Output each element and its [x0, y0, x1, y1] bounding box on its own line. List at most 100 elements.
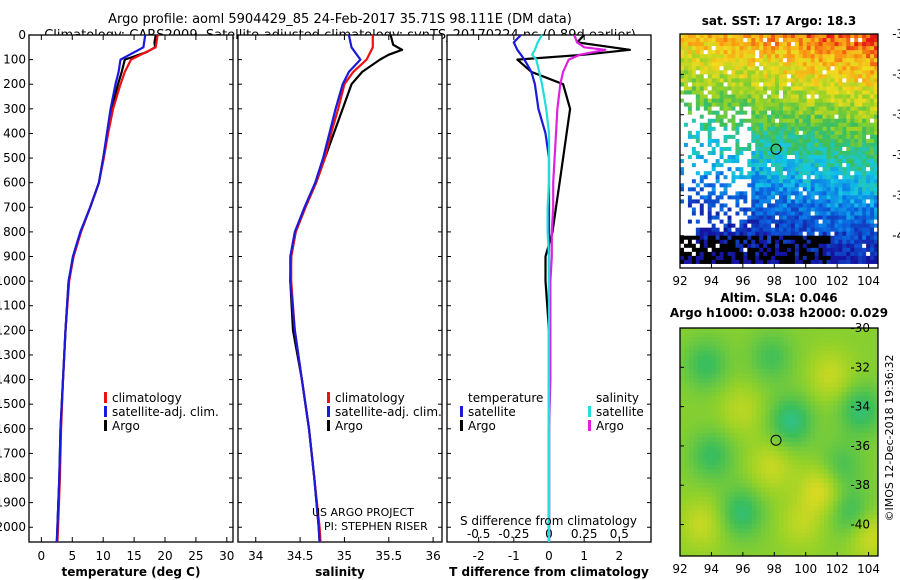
sst-cell [854, 239, 859, 245]
sst-cell [818, 163, 823, 168]
sla-cell [711, 359, 717, 365]
sla-cell [752, 505, 757, 511]
sla-cell [693, 410, 699, 416]
sst-cell [818, 159, 823, 164]
sst-cell [711, 199, 717, 204]
sst-cell [699, 58, 705, 63]
sla-cell [765, 455, 771, 461]
sst-cell [723, 34, 728, 39]
sst-cell [703, 155, 709, 160]
sla-cell [756, 410, 762, 416]
sst-cell [870, 167, 875, 172]
sst-cell [763, 98, 768, 103]
sla-cell [752, 328, 757, 333]
sla-cell [693, 346, 699, 352]
sst-cell [687, 82, 693, 87]
sst-cell [751, 195, 756, 200]
sst-cell [850, 110, 855, 116]
sla-cell [774, 337, 780, 343]
sla-cell [693, 437, 699, 443]
sla-cell [720, 400, 726, 406]
sst-cell [691, 195, 697, 200]
sst-cell [782, 247, 788, 253]
sst-cell [691, 247, 697, 253]
sla-cell [689, 505, 694, 511]
sst-cell [838, 263, 843, 269]
sst-cell [802, 114, 808, 120]
sst-cell [727, 138, 732, 144]
sst-cell [739, 106, 744, 112]
sla-cell [765, 373, 771, 379]
sst-cell [806, 167, 812, 172]
sst-cell [810, 62, 816, 67]
y-tick-label: 600 [3, 176, 26, 190]
sst-cell [735, 94, 740, 99]
sst-cell [735, 235, 740, 241]
sla-cell [716, 483, 721, 488]
sst-cell [802, 203, 808, 208]
sla-cell [855, 337, 861, 343]
sst-cell [830, 122, 835, 128]
sla-cell [815, 432, 820, 438]
sla-cell [855, 359, 861, 365]
sla-cell [873, 332, 879, 338]
sst-cell [707, 130, 713, 136]
sla-cell [810, 510, 816, 516]
sla-cell [711, 328, 717, 333]
sla-cell [756, 487, 762, 493]
sst-cell [680, 231, 685, 237]
sst-cell [743, 38, 748, 43]
sst-cell [854, 54, 859, 59]
sla-cell [774, 423, 780, 429]
sla-cell [765, 464, 771, 470]
sst-cell [683, 114, 689, 120]
sst-cell [838, 171, 843, 176]
sst-cell [755, 235, 760, 241]
sla-cell [819, 387, 825, 393]
sst-cell [866, 183, 871, 188]
sst-cell [822, 199, 827, 204]
sla-cell [779, 332, 784, 338]
sst-cell [786, 251, 792, 257]
sla-cell [869, 451, 874, 457]
sst-cell [830, 199, 835, 204]
sst-cell [854, 251, 859, 257]
sla-cell [783, 501, 789, 507]
sst-cell [782, 259, 788, 265]
y-tick-label: 700 [3, 200, 26, 214]
sst-cell [715, 239, 720, 245]
sla-cell [842, 391, 847, 397]
sst-cell [802, 175, 808, 180]
sst-cell [680, 38, 685, 43]
difference-legend: temperature satellite Argo salinity sate… [460, 391, 644, 528]
sla-cell [756, 473, 762, 479]
sla-cell [864, 496, 870, 502]
sst-cell [715, 171, 720, 176]
sla-cell [761, 469, 766, 475]
sst-cell [723, 114, 728, 120]
sla-cell [837, 496, 843, 502]
sla-cell [747, 460, 753, 466]
sst-cell [794, 211, 800, 216]
sla-cell [873, 382, 879, 388]
sst-cell [806, 118, 812, 124]
sst-cell [707, 207, 713, 212]
sla-cell [828, 437, 834, 443]
sst-cell [699, 235, 705, 241]
sst-cell [794, 155, 800, 160]
sst-cell [830, 126, 835, 132]
sst-cell [695, 247, 701, 253]
sst-cell [838, 70, 843, 75]
sst-cell [798, 138, 804, 144]
sla-cell [788, 483, 793, 488]
sst-cell [767, 138, 772, 144]
sst-cell [786, 243, 792, 249]
sla-cell [810, 442, 816, 447]
sst-cell [786, 78, 792, 83]
x-tick-label: 25 [188, 549, 203, 563]
sla-cell [729, 373, 735, 379]
sst-cell [759, 247, 764, 253]
sst-cell [735, 78, 740, 83]
sst-cell [695, 223, 701, 229]
sst-cell [715, 255, 720, 261]
